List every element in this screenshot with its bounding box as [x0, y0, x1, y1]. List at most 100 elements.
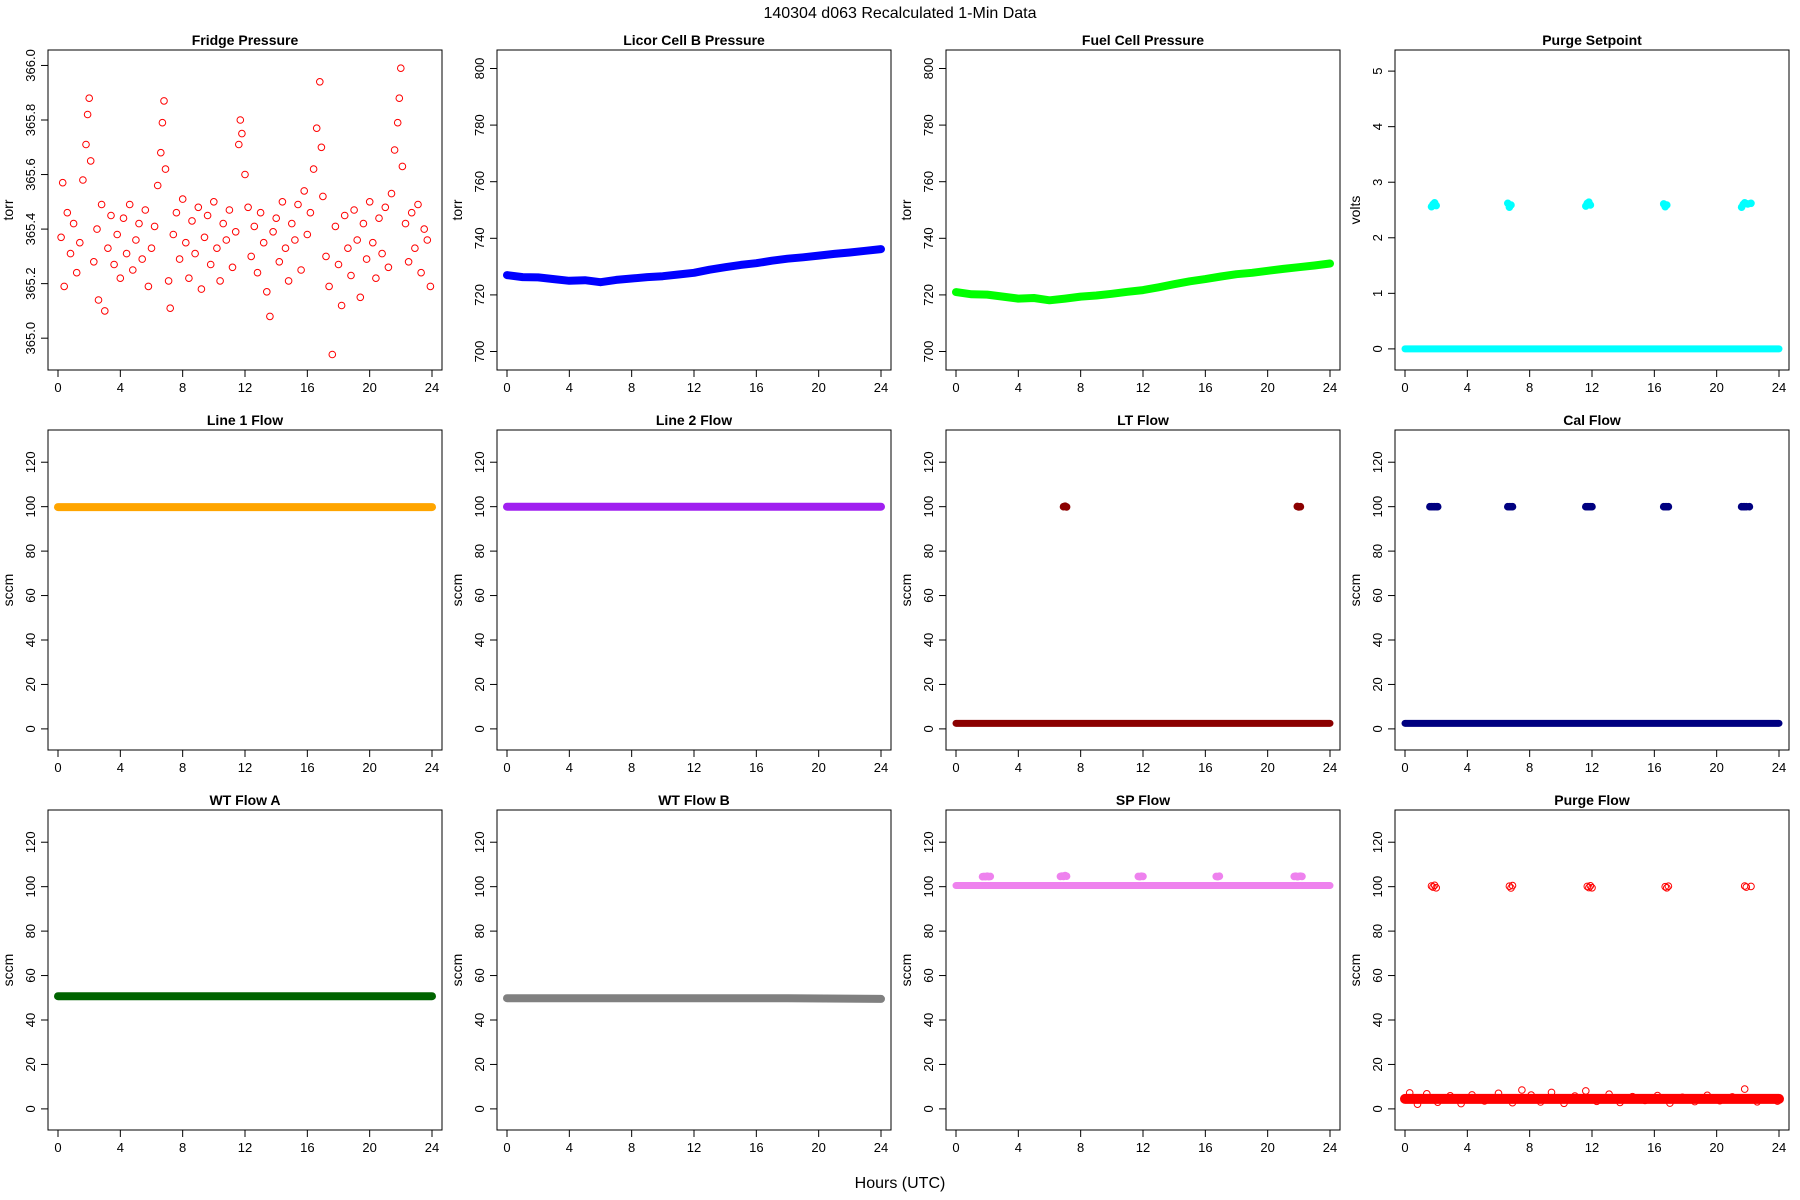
- panel-title: LT Flow: [1117, 412, 1169, 428]
- plot-frame: [1394, 809, 1790, 1131]
- x-tick-label: 16: [300, 380, 314, 395]
- data-point: [275, 258, 284, 266]
- y-tick-label: 120: [472, 451, 487, 473]
- data-point: [69, 219, 78, 228]
- data-point: [213, 244, 221, 252]
- data-point: [1571, 1092, 1579, 1100]
- y-tick-label: 0: [23, 1105, 38, 1112]
- x-tick-label: 16: [749, 380, 763, 395]
- y-tick-label: 0: [1370, 345, 1385, 352]
- chart-panel: Line 2 Flow sccm 0 4 8 12 16 20 24 0 20 40 60 80 100 12…: [449, 412, 892, 775]
- x-tick-label: 0: [952, 760, 959, 775]
- data-point: [113, 230, 121, 239]
- y-tick-label: 60: [1370, 588, 1385, 602]
- data-point: [138, 255, 146, 263]
- data-point: [188, 217, 196, 225]
- y-tick-label: 40: [23, 1013, 38, 1027]
- x-tick-label: 8: [1526, 1140, 1533, 1155]
- data-point: [83, 110, 92, 119]
- data-point: [107, 211, 115, 220]
- x-tick-label: 0: [54, 380, 61, 395]
- data-point: [325, 282, 333, 291]
- data-point: [1468, 1091, 1476, 1099]
- x-tick-label: 12: [238, 1140, 252, 1155]
- data-point: [153, 181, 162, 190]
- data-point: [110, 260, 118, 269]
- chart-panel: Fuel Cell Pressure torr 0 4 8 12 16 20 24 700 720 7…: [898, 32, 1341, 395]
- data-point: [1298, 872, 1306, 881]
- y-tick-label: 80: [921, 924, 936, 938]
- data-point: [1494, 1089, 1503, 1098]
- data-point: [384, 263, 393, 272]
- x-tick-label: 12: [1136, 1140, 1150, 1155]
- data-point: [316, 78, 324, 86]
- x-tick-label: 4: [1464, 1140, 1471, 1155]
- data-point: [269, 228, 277, 236]
- y-tick-label: 100: [472, 496, 487, 518]
- chart-panel: Line 1 Flow sccm 0 4 8 12 16 20 24 0 20 40 60 80 100 12…: [0, 412, 443, 775]
- y-tick-label: 40: [921, 1013, 936, 1027]
- data-point: [185, 274, 193, 283]
- panel-title: Fridge Pressure: [192, 32, 299, 48]
- y-tick-label: 80: [23, 544, 38, 558]
- data-point: [236, 116, 245, 124]
- data-point: [135, 219, 143, 228]
- x-tick-label: 12: [687, 1140, 701, 1155]
- x-tick-label: 24: [874, 380, 888, 395]
- series-line: [503, 245, 885, 287]
- data-point: [1765, 1094, 1774, 1102]
- data-point: [281, 244, 290, 252]
- data-point: [291, 236, 299, 244]
- y-tick-label: 720: [921, 284, 936, 306]
- data-point: [1527, 1091, 1535, 1099]
- y-tick-label: 5: [1370, 67, 1385, 74]
- data-point: [404, 258, 413, 266]
- y-tick-label: 40: [921, 633, 936, 647]
- data-point: [169, 230, 178, 239]
- data-point: [306, 208, 315, 217]
- y-axis-label: sccm: [449, 574, 465, 607]
- data-point: [1547, 1088, 1556, 1097]
- data-point: [1215, 872, 1224, 881]
- data-point: [1616, 1098, 1624, 1107]
- plot-frame: [1394, 429, 1790, 751]
- data-point: [1508, 502, 1517, 511]
- y-tick-label: 365.8: [23, 104, 38, 137]
- y-tick-label: 1: [1370, 290, 1385, 297]
- data-point: [119, 214, 128, 222]
- data-point: [1728, 1093, 1737, 1101]
- x-tick-label: 12: [1585, 760, 1599, 775]
- data-point: [365, 198, 374, 206]
- y-tick-label: 365.6: [23, 158, 38, 191]
- y-tick-label: 60: [472, 588, 487, 602]
- data-point: [407, 208, 416, 217]
- panel-title: Fuel Cell Pressure: [1082, 32, 1204, 48]
- data-point: [72, 268, 81, 277]
- x-tick-label: 16: [1647, 760, 1661, 775]
- data-point: [347, 271, 355, 280]
- series-line: [952, 259, 1334, 305]
- data-point: [426, 282, 435, 291]
- panel-title: Line 2 Flow: [656, 412, 732, 428]
- x-tick-label: 16: [1198, 1140, 1212, 1155]
- y-tick-label: 700: [921, 341, 936, 363]
- data-point: [387, 189, 396, 198]
- data-point: [1588, 884, 1596, 892]
- x-tick-label: 20: [811, 380, 825, 395]
- x-tick-label: 24: [1772, 760, 1786, 775]
- x-tick-label: 12: [1585, 1140, 1599, 1155]
- data-point: [122, 249, 131, 258]
- y-axis-label: sccm: [898, 954, 914, 987]
- chart-panel: Cal Flow sccm 0 4 8 12 16 20 24 0 20 40 60 80 100 120: [1347, 412, 1790, 775]
- y-tick-label: 780: [921, 114, 936, 136]
- data-point: [1742, 883, 1751, 891]
- data-point: [191, 249, 199, 258]
- data-point: [353, 236, 362, 244]
- y-axis-label: torr: [898, 199, 914, 220]
- plot-frame: [945, 809, 1341, 1131]
- x-tick-label: 8: [628, 380, 635, 395]
- data-point: [381, 203, 390, 212]
- data-point: [90, 258, 98, 266]
- data-point: [340, 211, 349, 220]
- panel-title: WT Flow B: [658, 792, 730, 808]
